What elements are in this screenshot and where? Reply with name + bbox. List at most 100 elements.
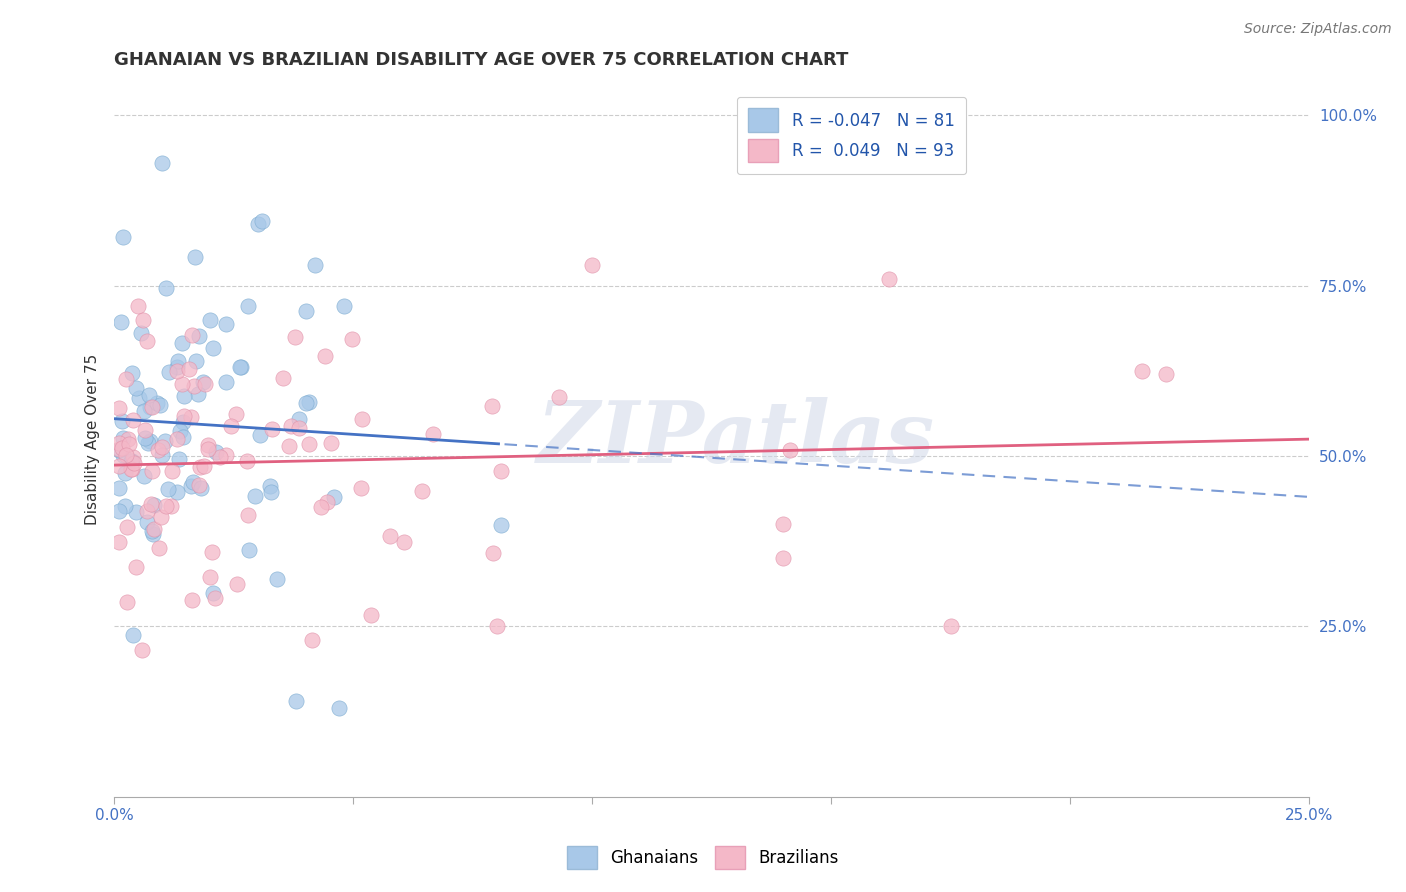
Point	[287, 412, 309, 426]
Point	[114, 466, 136, 480]
Point	[108, 442, 131, 456]
Point	[294, 304, 316, 318]
Point	[169, 424, 191, 438]
Point	[115, 519, 138, 533]
Point	[135, 516, 157, 530]
Point	[167, 451, 190, 466]
Legend: R = -0.047   N = 81, R =  0.049   N = 93: R = -0.047 N = 81, R = 0.049 N = 93	[737, 97, 966, 174]
Point	[208, 450, 231, 464]
Point	[204, 444, 226, 458]
Point	[155, 499, 177, 513]
Point	[111, 441, 134, 455]
Point	[172, 430, 194, 444]
Point	[219, 419, 242, 434]
Point	[316, 495, 339, 509]
Point	[193, 458, 215, 473]
Point	[309, 500, 332, 515]
Point	[284, 694, 307, 708]
Point	[120, 453, 142, 467]
Point	[121, 413, 143, 427]
Point	[108, 401, 131, 415]
Point	[172, 415, 194, 429]
Point	[187, 477, 209, 491]
Point	[114, 499, 136, 513]
Point	[172, 335, 194, 350]
Point	[155, 281, 177, 295]
Point	[284, 330, 307, 344]
Point	[184, 354, 207, 368]
Point	[134, 423, 156, 437]
Point	[392, 534, 415, 549]
Point	[187, 386, 209, 401]
Point	[491, 517, 513, 532]
Point	[142, 522, 165, 536]
Point	[328, 701, 350, 715]
Point	[134, 468, 156, 483]
Point	[188, 459, 211, 474]
Point	[1154, 368, 1177, 382]
Text: GHANAIAN VS BRAZILIAN DISABILITY AGE OVER 75 CORRELATION CHART: GHANAIAN VS BRAZILIAN DISABILITY AGE OVE…	[114, 51, 849, 69]
Point	[246, 218, 269, 232]
Point	[772, 551, 794, 566]
Point	[121, 462, 143, 476]
Point	[266, 572, 288, 586]
Point	[229, 360, 252, 375]
Point	[139, 497, 162, 511]
Point	[332, 299, 354, 313]
Point	[108, 442, 131, 457]
Point	[179, 361, 201, 376]
Point	[138, 388, 160, 402]
Point	[118, 437, 141, 451]
Point	[481, 399, 503, 413]
Point	[181, 328, 204, 343]
Legend: Ghanaians, Brazilians: Ghanaians, Brazilians	[557, 836, 849, 880]
Point	[108, 459, 131, 474]
Point	[121, 454, 143, 468]
Point	[157, 365, 180, 379]
Point	[491, 464, 513, 478]
Point	[304, 258, 326, 272]
Point	[121, 628, 143, 642]
Point	[249, 428, 271, 442]
Point	[259, 479, 281, 493]
Point	[150, 156, 173, 170]
Point	[111, 448, 134, 462]
Text: Source: ZipAtlas.com: Source: ZipAtlas.com	[1244, 22, 1392, 37]
Point	[150, 448, 173, 462]
Point	[271, 370, 294, 384]
Point	[141, 524, 163, 538]
Point	[581, 258, 603, 272]
Point	[360, 608, 382, 623]
Point	[115, 594, 138, 608]
Point	[262, 421, 284, 435]
Point	[214, 317, 236, 331]
Point	[301, 633, 323, 648]
Point	[180, 409, 202, 424]
Point	[340, 332, 363, 346]
Point	[136, 334, 159, 348]
Point	[111, 414, 134, 428]
Point	[225, 407, 247, 421]
Point	[197, 438, 219, 452]
Point	[181, 592, 204, 607]
Point	[141, 464, 163, 478]
Point	[772, 517, 794, 532]
Point	[117, 433, 139, 447]
Point	[115, 372, 138, 386]
Point	[1130, 364, 1153, 378]
Point	[229, 360, 252, 375]
Point	[108, 482, 131, 496]
Point	[150, 510, 173, 524]
Point	[180, 478, 202, 492]
Point	[295, 396, 318, 410]
Point	[200, 545, 222, 559]
Point	[252, 214, 274, 228]
Point	[127, 299, 149, 313]
Point	[184, 250, 207, 264]
Point	[194, 377, 217, 392]
Point	[129, 326, 152, 340]
Point	[201, 341, 224, 355]
Point	[198, 570, 221, 584]
Point	[204, 591, 226, 605]
Point	[166, 432, 188, 446]
